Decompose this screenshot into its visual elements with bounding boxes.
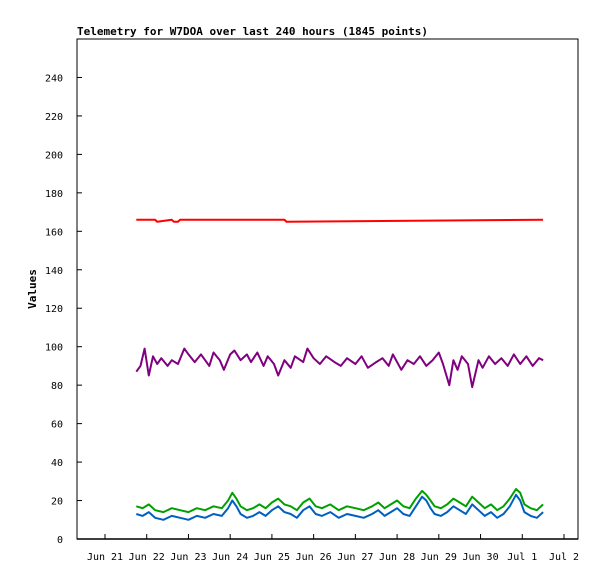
y-tick-label: 180 <box>45 189 63 200</box>
chart-title: Telemetry for W7DOA over last 240 hours … <box>77 25 428 38</box>
x-tick-label: Jun 26 <box>296 552 332 563</box>
y-tick-label: 140 <box>45 266 63 277</box>
series-line-2 <box>136 488 544 514</box>
y-tick-label: 240 <box>45 73 63 84</box>
x-tick-label: Jun 21 <box>87 552 123 563</box>
x-tick-label: Jul 2 <box>549 552 579 563</box>
x-tick-label: Jun 27 <box>337 552 373 563</box>
y-tick-label: 0 <box>57 535 63 546</box>
y-tick-label: 120 <box>45 304 63 315</box>
x-axis-ticks: Jun 21 Jun 22 Jun 23 Jun 24 Jun 25 Jun 26 Jun … <box>87 534 579 563</box>
x-tick-label: Jun 24 <box>212 552 248 563</box>
x-tick-label: Jul 1 <box>507 552 537 563</box>
y-tick-label: 220 <box>45 112 63 123</box>
series-line-3 <box>136 493 544 521</box>
x-tick-label: Jun 23 <box>170 552 206 563</box>
y-tick-label: 40 <box>51 458 63 469</box>
y-tick-label: 80 <box>51 381 63 392</box>
y-axis-ticks: 0 20 40 60 80 100 120 140 160 180 200 220 240 <box>45 73 82 546</box>
x-tick-label: Jun 29 <box>421 552 457 563</box>
plot-frame <box>76 38 579 540</box>
y-tick-label: 200 <box>45 150 63 161</box>
x-tick-label: Jun 28 <box>379 552 415 563</box>
series-line-1 <box>135 347 544 389</box>
x-tick-label: Jun 25 <box>254 552 290 563</box>
y-tick-label: 20 <box>51 497 63 508</box>
x-tick-label: Jun 30 <box>462 552 498 563</box>
y-axis-label: Values <box>26 269 39 309</box>
y-tick-label: 60 <box>51 420 63 431</box>
y-tick-label: 160 <box>45 227 63 238</box>
series-line-0 <box>136 218 544 223</box>
y-tick-label: 100 <box>45 343 63 354</box>
x-tick-label: Jun 22 <box>129 552 165 563</box>
series-layer <box>135 218 544 521</box>
